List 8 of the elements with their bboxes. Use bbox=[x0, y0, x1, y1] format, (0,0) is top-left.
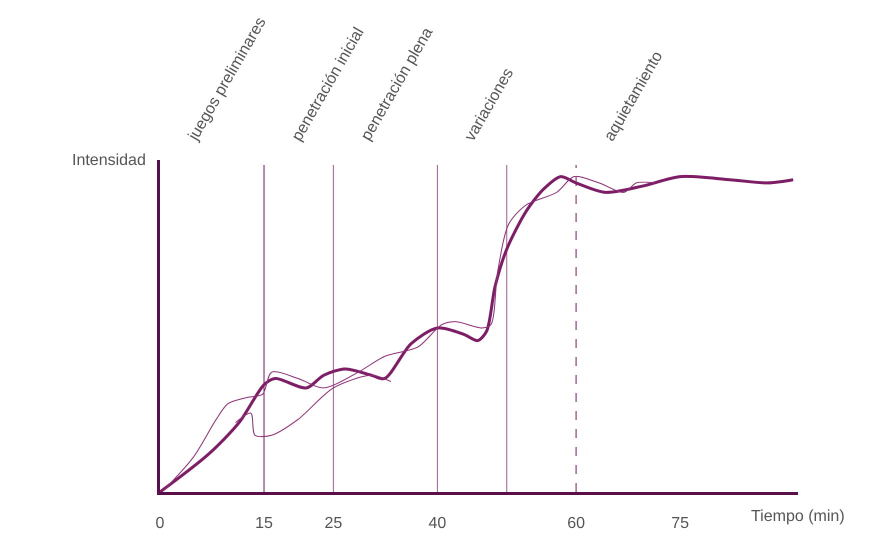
x-tick-label: 15 bbox=[255, 515, 274, 532]
x-axis-title: Tiempo (min) bbox=[751, 508, 845, 525]
x-tick-label: 40 bbox=[428, 515, 446, 532]
x-tick-label: 75 bbox=[671, 515, 690, 532]
x-tick-label: 60 bbox=[567, 515, 586, 532]
text: Intensidad bbox=[72, 152, 146, 169]
x-tick-label: 25 bbox=[324, 515, 342, 532]
x-tick-label: 0 bbox=[156, 515, 165, 532]
